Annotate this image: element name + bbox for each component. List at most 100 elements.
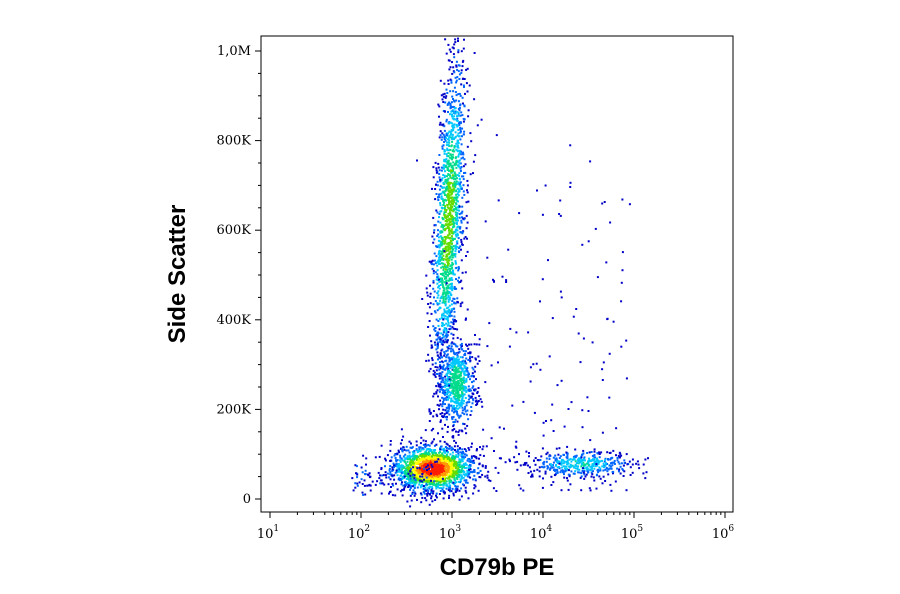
- event-dot: [439, 361, 441, 364]
- event-dot: [415, 471, 418, 474]
- event-dot: [601, 202, 604, 205]
- event-dot: [472, 478, 475, 481]
- event-dot: [447, 196, 450, 199]
- event-dot: [577, 465, 579, 468]
- event-dot: [608, 467, 611, 470]
- event-dot: [432, 468, 434, 471]
- event-dot: [457, 276, 460, 279]
- event-dot: [605, 261, 608, 264]
- event-dot: [433, 480, 436, 483]
- event-dot: [459, 373, 462, 376]
- event-dot: [421, 496, 424, 499]
- event-dot: [463, 130, 466, 133]
- event-dot: [436, 269, 439, 272]
- event-dot: [444, 409, 447, 412]
- event-dot: [462, 151, 464, 154]
- event-dot: [458, 213, 461, 216]
- event-dot: [443, 192, 446, 194]
- event-dot: [449, 453, 452, 456]
- event-dot: [466, 90, 469, 93]
- event-dot: [484, 465, 487, 468]
- event-dot: [613, 461, 616, 464]
- event-dot: [403, 484, 406, 486]
- event-dot: [454, 112, 457, 115]
- event-dot: [442, 133, 445, 136]
- event-dot: [457, 407, 459, 410]
- event-dot: [437, 275, 440, 278]
- event-dot: [436, 276, 439, 279]
- event-dot: [455, 94, 458, 97]
- event-dot: [431, 346, 434, 349]
- event-dot: [447, 306, 450, 309]
- event-dot: [448, 298, 451, 301]
- event-dot: [487, 479, 490, 482]
- event-dot: [452, 492, 455, 495]
- event-dot: [444, 367, 447, 370]
- event-dot: [442, 267, 445, 270]
- event-dot: [452, 481, 455, 484]
- event-dot: [428, 470, 431, 473]
- event-dot: [443, 289, 446, 292]
- event-dot: [439, 235, 442, 238]
- event-dot: [438, 115, 440, 118]
- event-dot: [451, 451, 454, 454]
- event-dot: [448, 360, 451, 363]
- event-dot: [444, 96, 447, 99]
- event-dot: [446, 380, 449, 383]
- event-dot: [594, 461, 597, 464]
- event-dot: [438, 368, 441, 371]
- event-dot: [598, 475, 601, 478]
- event-dot: [449, 90, 452, 93]
- event-dot: [455, 377, 458, 380]
- event-dot: [460, 248, 462, 251]
- event-dot: [465, 449, 467, 452]
- event-dot: [436, 486, 439, 489]
- event-dot: [595, 463, 598, 466]
- event-dot: [441, 488, 444, 491]
- event-dot: [448, 156, 451, 159]
- event-dot: [354, 464, 357, 467]
- event-dot: [446, 364, 449, 367]
- event-dot: [449, 148, 452, 151]
- event-dot: [445, 247, 448, 250]
- event-dot: [402, 484, 405, 487]
- event-dot: [544, 470, 547, 473]
- event-dot: [415, 466, 418, 469]
- event-dot: [445, 166, 448, 168]
- event-dot: [438, 307, 441, 310]
- event-dot: [393, 474, 396, 477]
- event-dot: [442, 167, 445, 170]
- event-dot: [553, 474, 556, 477]
- event-dot: [437, 477, 440, 480]
- event-dot: [444, 482, 447, 485]
- event-dot: [423, 452, 425, 455]
- event-dot: [439, 121, 442, 124]
- event-dot: [552, 461, 555, 464]
- event-dot: [447, 406, 450, 409]
- event-dot: [563, 460, 566, 463]
- event-dot: [416, 475, 419, 478]
- event-dot: [441, 238, 444, 241]
- event-dot: [437, 166, 440, 169]
- event-dot: [606, 463, 609, 465]
- event-dot: [448, 267, 451, 270]
- event-dot: [436, 366, 439, 369]
- event-dot: [442, 331, 445, 334]
- event-dot: [448, 328, 451, 331]
- event-dot: [451, 252, 454, 255]
- event-dot: [443, 327, 446, 330]
- event-dot: [461, 205, 464, 208]
- event-dot: [447, 249, 450, 252]
- event-dot: [412, 462, 415, 465]
- event-dot: [449, 50, 452, 53]
- event-dot: [446, 149, 449, 152]
- event-dot: [392, 466, 395, 469]
- event-dot: [642, 463, 645, 466]
- event-dot: [451, 206, 454, 208]
- event-dot: [453, 477, 456, 480]
- event-dot: [454, 182, 457, 185]
- event-dot: [552, 466, 555, 469]
- event-dot: [433, 341, 436, 344]
- event-dot: [422, 461, 424, 464]
